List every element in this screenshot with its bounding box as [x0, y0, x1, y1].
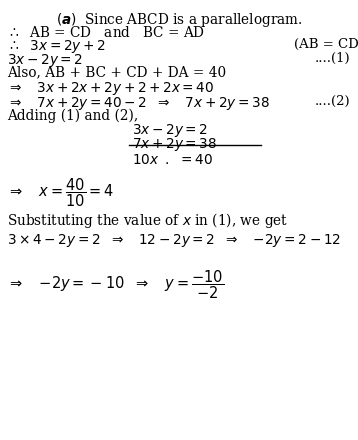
Text: ....(1): ....(1) — [315, 52, 351, 65]
Text: $\therefore$  AB = CD   and   BC = AD: $\therefore$ AB = CD and BC = AD — [7, 25, 205, 40]
Text: $\Rightarrow$   $x = \dfrac{40}{10} = 4$: $\Rightarrow$ $x = \dfrac{40}{10} = 4$ — [7, 177, 115, 209]
Text: $\Rightarrow$   $-2y = -10$  $\Rightarrow$   $y = \dfrac{-10}{-2}$: $\Rightarrow$ $-2y = -10$ $\Rightarrow$ … — [7, 268, 224, 301]
Text: $10x \enspace . \enspace = 40$: $10x \enspace . \enspace = 40$ — [132, 153, 213, 167]
Text: $3x - 2y = 2$: $3x - 2y = 2$ — [7, 52, 83, 69]
Text: $7x + 2y = 38$: $7x + 2y = 38$ — [132, 136, 218, 153]
Text: (AB = CD): (AB = CD) — [294, 38, 358, 51]
Text: ....(2): ....(2) — [315, 95, 351, 108]
Text: $\Rightarrow$   $3x + 2x + 2y + 2 + 2x = 40$: $\Rightarrow$ $3x + 2x + 2y + 2 + 2x = 4… — [7, 80, 214, 97]
Text: $\Rightarrow$   $7x + 2y = 40 - 2$  $\Rightarrow$   $7x + 2y = 38$: $\Rightarrow$ $7x + 2y = 40 - 2$ $\Right… — [7, 95, 270, 112]
Text: $\therefore$  $3x = 2y + 2$: $\therefore$ $3x = 2y + 2$ — [7, 38, 106, 55]
Text: $(\boldsymbol{a})$  Since ABCD is a parallelogram.: $(\boldsymbol{a})$ Since ABCD is a paral… — [55, 11, 303, 29]
Text: $3 \times 4 - 2y = 2$  $\Rightarrow$   $12 - 2y = 2$  $\Rightarrow$   $-2y = 2 -: $3 \times 4 - 2y = 2$ $\Rightarrow$ $12 … — [7, 232, 341, 249]
Text: Adding (1) and (2),: Adding (1) and (2), — [7, 108, 139, 123]
Text: Substituting the value of $x$ in (1), we get: Substituting the value of $x$ in (1), we… — [7, 211, 288, 230]
Text: Also, AB + BC + CD + DA = 40: Also, AB + BC + CD + DA = 40 — [7, 66, 226, 80]
Text: $3x - 2y = 2$: $3x - 2y = 2$ — [132, 122, 209, 139]
